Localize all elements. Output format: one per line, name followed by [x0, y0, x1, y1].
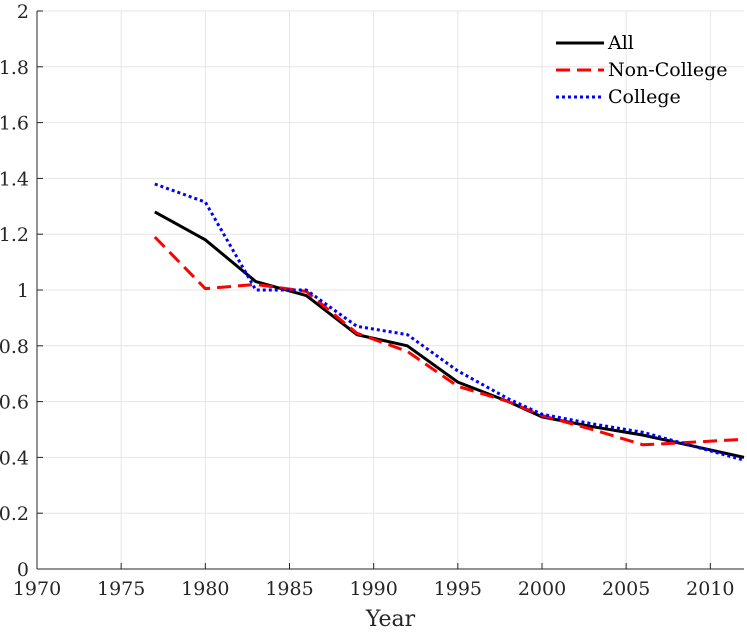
- y-tick-label: 1.4: [0, 168, 29, 190]
- series-line-college: [154, 182, 745, 462]
- x-axis-label: Year: [365, 607, 416, 632]
- series-lines: [153, 182, 745, 462]
- y-tick-label: 0.2: [0, 503, 29, 525]
- x-tick-label: 2005: [602, 578, 650, 600]
- x-tick-label: 2000: [518, 578, 566, 600]
- y-tick-label: 1.2: [0, 224, 29, 246]
- x-tick-label: 1985: [265, 578, 313, 600]
- x-tick-label: 1995: [434, 578, 482, 600]
- series-line-non-college: [153, 235, 745, 447]
- y-tick-label: 0: [17, 559, 29, 581]
- y-tick-label: 0.4: [0, 447, 29, 469]
- axes: [36, 10, 744, 570]
- tick-labels: 1970 1975 1980 1985 1990 1995 2000 2005 2010 0 0.2…: [0, 1, 735, 600]
- y-tick-label: 1.6: [0, 113, 29, 135]
- x-tick-label: 1990: [349, 578, 397, 600]
- x-tick-label: 1975: [97, 578, 145, 600]
- legend-label-all: All: [607, 32, 634, 54]
- x-tick-label: 1970: [13, 578, 61, 600]
- y-tick-label: 0.6: [0, 392, 29, 414]
- y-tick-label: 0.8: [0, 336, 29, 358]
- legend: All Non-College College: [556, 32, 728, 108]
- x-tick-label: 2010: [686, 578, 734, 600]
- series-line-all: [154, 210, 745, 459]
- legend-label-non-college: Non-College: [608, 59, 728, 81]
- legend-label-college: College: [608, 86, 681, 108]
- x-tick-label: 1980: [181, 578, 229, 600]
- y-tick-label: 1.8: [0, 57, 29, 79]
- y-tick-label: 1: [17, 280, 29, 302]
- y-tick-label: 2: [17, 1, 29, 23]
